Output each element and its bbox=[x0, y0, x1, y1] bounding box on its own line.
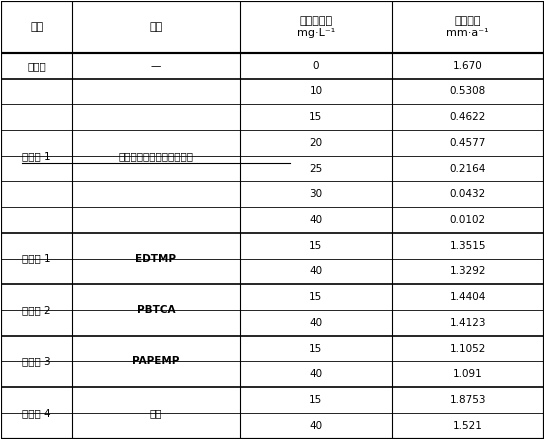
Text: 药剂: 药剂 bbox=[149, 22, 162, 32]
Text: 10: 10 bbox=[310, 86, 323, 96]
Text: 腐蚀速率
mm·a⁻¹: 腐蚀速率 mm·a⁻¹ bbox=[446, 16, 489, 38]
Text: 对比例 1: 对比例 1 bbox=[22, 253, 51, 264]
Text: 空白例: 空白例 bbox=[27, 61, 46, 71]
Text: 15: 15 bbox=[309, 395, 323, 405]
Text: 0: 0 bbox=[313, 61, 319, 71]
Text: 实施例 1: 实施例 1 bbox=[22, 151, 51, 161]
Text: 0.2164: 0.2164 bbox=[450, 164, 486, 173]
Text: 硫脲: 硫脲 bbox=[150, 408, 162, 418]
Text: 0.5308: 0.5308 bbox=[450, 86, 486, 96]
Text: 25: 25 bbox=[309, 164, 323, 173]
Text: 20: 20 bbox=[310, 138, 323, 148]
Text: 对比例 4: 对比例 4 bbox=[22, 408, 51, 418]
Text: 15: 15 bbox=[309, 112, 323, 122]
Text: 40: 40 bbox=[310, 267, 323, 276]
Text: 五异硫脲基琥珀酸戊五醇酯: 五异硫脲基琥珀酸戊五醇酯 bbox=[118, 151, 193, 161]
Text: 0.0432: 0.0432 bbox=[450, 189, 486, 199]
Text: 浓度（千）
mg·L⁻¹: 浓度（千） mg·L⁻¹ bbox=[297, 16, 335, 38]
Text: 40: 40 bbox=[310, 369, 323, 379]
Text: 15: 15 bbox=[309, 241, 323, 251]
Text: 1.1052: 1.1052 bbox=[450, 344, 486, 354]
Text: 40: 40 bbox=[310, 318, 323, 328]
Text: 0.4577: 0.4577 bbox=[450, 138, 486, 148]
Text: PBTCA: PBTCA bbox=[137, 305, 175, 315]
Text: 40: 40 bbox=[310, 215, 323, 225]
Text: 1.4123: 1.4123 bbox=[450, 318, 486, 328]
Text: EDTMP: EDTMP bbox=[135, 253, 177, 264]
Text: 1.3515: 1.3515 bbox=[450, 241, 486, 251]
Text: 15: 15 bbox=[309, 344, 323, 354]
Text: 1.670: 1.670 bbox=[453, 61, 482, 71]
Text: 0.4622: 0.4622 bbox=[450, 112, 486, 122]
Text: 0.0102: 0.0102 bbox=[450, 215, 486, 225]
Text: 15: 15 bbox=[309, 292, 323, 302]
Text: 1.521: 1.521 bbox=[453, 421, 483, 431]
Text: 1.3292: 1.3292 bbox=[450, 267, 486, 276]
Text: 1.091: 1.091 bbox=[453, 369, 482, 379]
Text: 对比例 2: 对比例 2 bbox=[22, 305, 51, 315]
Text: —: — bbox=[151, 61, 161, 71]
Text: 1.4404: 1.4404 bbox=[450, 292, 486, 302]
Text: 30: 30 bbox=[310, 189, 323, 199]
Text: 40: 40 bbox=[310, 421, 323, 431]
Text: 对比例 3: 对比例 3 bbox=[22, 356, 51, 367]
Text: PAPEMP: PAPEMP bbox=[132, 356, 180, 367]
Text: 序号: 序号 bbox=[30, 22, 43, 32]
Text: 1.8753: 1.8753 bbox=[450, 395, 486, 405]
